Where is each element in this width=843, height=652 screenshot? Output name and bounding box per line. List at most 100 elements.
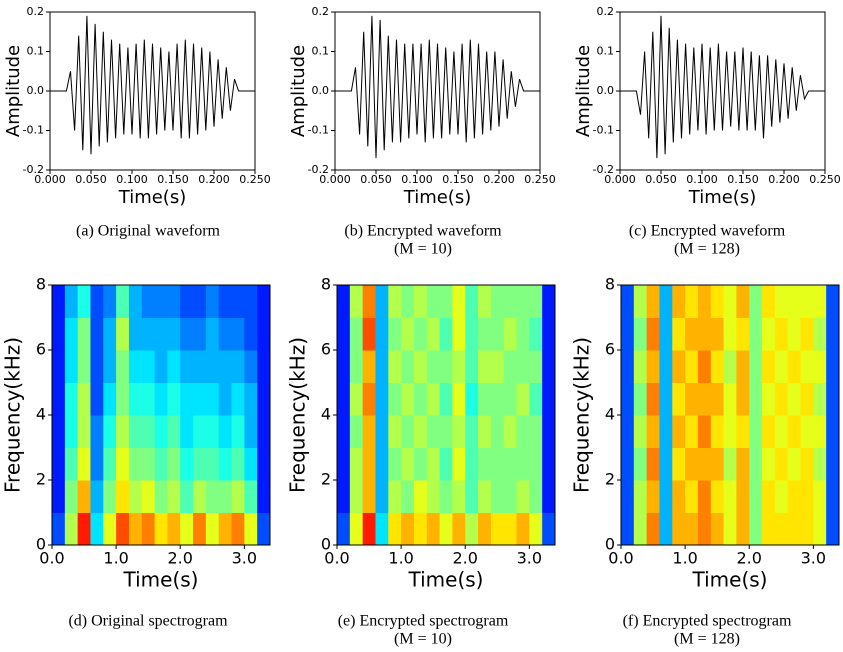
heatmap-cell [439, 447, 453, 481]
heatmap-cell [64, 480, 79, 513]
heatmap-cell [723, 415, 737, 448]
caption: (f) Encrypted spectrogram [623, 613, 792, 630]
heatmap-cell [244, 447, 258, 481]
heatmap-cell [813, 480, 827, 513]
heatmap-cell [103, 447, 117, 481]
heatmap-cell [478, 415, 492, 448]
heatmap-cell [633, 382, 648, 416]
heatmap-cell [774, 512, 789, 546]
heatmap-cell [621, 317, 635, 351]
heatmap-cell [401, 512, 415, 546]
heatmap-cell [697, 350, 712, 383]
heatmap-cell [103, 285, 117, 318]
heatmap-cell [787, 415, 802, 448]
heatmap-cell [154, 512, 168, 546]
heatmap-cell [349, 480, 364, 513]
heatmap-cell [218, 415, 233, 448]
heatmap-cell [826, 512, 840, 546]
heatmap-cell [426, 480, 441, 513]
heatmap-cell [621, 285, 635, 318]
heatmap-cell [800, 415, 814, 448]
y-axis-label: Frequency(kHz) [286, 337, 310, 493]
heatmap-cell [64, 382, 79, 416]
heatmap-cell [478, 317, 492, 351]
x-tick-label: 1.0 [672, 549, 697, 568]
caption: (M = 10) [394, 631, 452, 648]
x-tick-label: 0.150 [157, 173, 189, 186]
heatmap-cell [685, 350, 699, 383]
heatmap-cell [490, 447, 505, 481]
heatmap-cell [774, 480, 789, 513]
heatmap-cell [736, 415, 750, 448]
heatmap-cell [633, 317, 648, 351]
x-tick-label: 0.100 [401, 173, 433, 186]
heatmap-cell [672, 317, 686, 351]
heatmap-cell [52, 447, 66, 481]
y-tick-label: 2 [605, 470, 615, 489]
heatmap-cell [736, 285, 750, 318]
heatmap-cell [439, 285, 453, 318]
heatmap-cell [646, 285, 660, 318]
heatmap-cell [685, 512, 699, 546]
heatmap-cell [401, 382, 415, 416]
heatmap-cell [362, 317, 376, 351]
heatmap-cell [621, 415, 635, 448]
heatmap-cell [465, 285, 479, 318]
heatmap-cell [388, 285, 402, 318]
heatmap-cell [167, 350, 181, 383]
heatmap-cell [116, 350, 130, 383]
heatmap-cell [659, 285, 673, 318]
heatmap-cell [401, 317, 415, 351]
heatmap-cell [439, 512, 453, 546]
heatmap-cell [516, 317, 530, 351]
heatmap-cell [362, 350, 376, 383]
heatmap-cell [375, 512, 389, 546]
heatmap-cell [503, 350, 518, 383]
heatmap-cell [633, 512, 648, 546]
heatmap-cell [633, 285, 648, 318]
heatmap-cell [77, 415, 91, 448]
heatmap-cell [685, 480, 699, 513]
heatmap-cell [103, 512, 117, 546]
y-tick-label: 6 [605, 340, 615, 359]
y-axis-label: Amplitude [573, 45, 594, 137]
heatmap-cell [90, 480, 104, 513]
heatmap-cell [736, 447, 750, 481]
heatmap-cell [349, 350, 364, 383]
heatmap-cell [141, 285, 156, 318]
heatmap-cell [337, 415, 351, 448]
y-axis-label: Frequency(kHz) [570, 337, 594, 493]
heatmap-cell [103, 480, 117, 513]
heatmap-cell [388, 317, 402, 351]
heatmap-cell [141, 317, 156, 351]
heatmap-cell [697, 512, 712, 546]
x-tick-label: 0.100 [686, 173, 718, 186]
caption: (c) Encrypted waveform [629, 223, 786, 240]
heatmap-cell [465, 447, 479, 481]
heatmap-cell [362, 415, 376, 448]
heatmap-cell [116, 382, 130, 416]
heatmap-cell [90, 447, 104, 481]
heatmap-cell [401, 415, 415, 448]
heatmap-cell [218, 317, 233, 351]
heatmap-cell [749, 512, 763, 546]
heatmap-cell [787, 480, 802, 513]
heatmap-cell [257, 480, 271, 513]
heatmap-cell [244, 512, 258, 546]
y-tick-label: -0.1 [593, 124, 614, 137]
heatmap-cell [452, 285, 466, 318]
heatmap-cell [762, 447, 776, 481]
heatmap-cell [154, 415, 168, 448]
heatmap-cell [787, 317, 802, 351]
heatmap-cell [103, 317, 117, 351]
heatmap-cell [231, 415, 245, 448]
heatmap-cell [800, 317, 814, 351]
heatmap-cell [349, 447, 364, 481]
heatmap-cell [154, 350, 168, 383]
heatmap-cell [180, 382, 194, 416]
heatmap-cell [633, 350, 648, 383]
heatmap-cell [490, 382, 505, 416]
heatmap-cell [736, 382, 750, 416]
heatmap-cell [257, 285, 271, 318]
